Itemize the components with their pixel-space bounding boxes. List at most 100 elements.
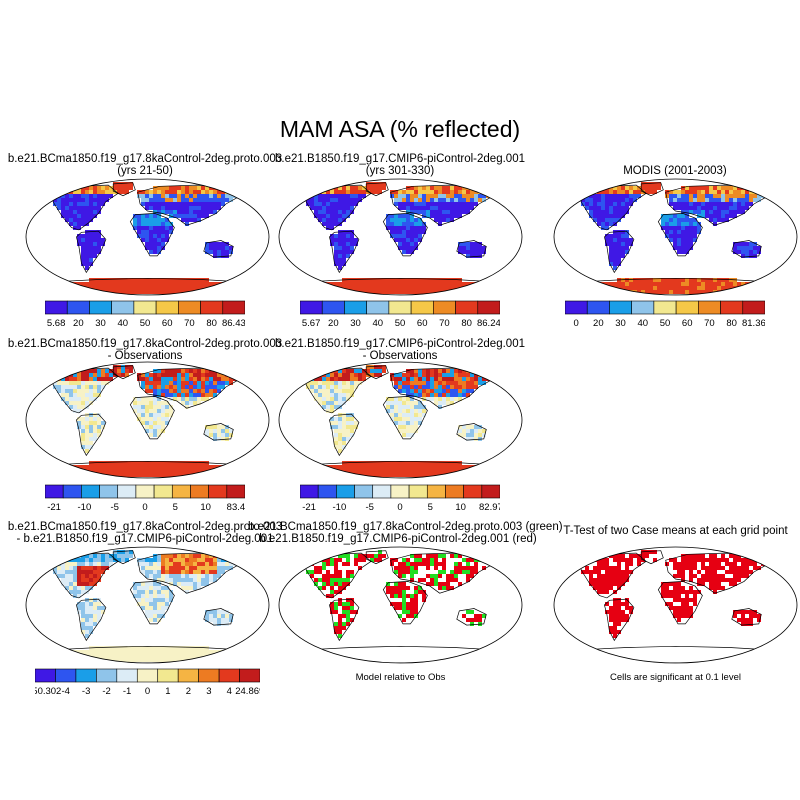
colorbar-swatch: [177, 668, 199, 683]
colorbar-tick-label: 60: [417, 318, 428, 329]
colorbar-tick-label: -10: [333, 502, 347, 513]
colorbar-tick-label: -21: [302, 502, 316, 513]
colorbar-swatch: [675, 300, 699, 315]
colorbar-swatch: [239, 668, 260, 683]
colorbar-swatch: [81, 484, 100, 499]
colorbar-tick-label: 2: [186, 686, 191, 697]
map-panel-r1c2: [278, 178, 523, 296]
colorbar-tick-label: 70: [704, 318, 715, 329]
colorbar-swatch: [372, 484, 392, 499]
colorbar-swatch: [133, 300, 157, 315]
colorbar-tick-label: 30: [615, 318, 626, 329]
map-panel-r3c1: [25, 546, 270, 664]
colorbar-swatch: [698, 300, 721, 315]
panel-title-line1: b.e21.B1850.f19_g17.CMIP6-piControl-2deg…: [275, 153, 525, 165]
colorbar-swatch: [153, 484, 173, 499]
colorbar-tick-label: -5: [110, 502, 118, 513]
panel-title-line2: b.e21.B1850.f19_g17.CMIP6-piControl-2deg…: [259, 533, 537, 545]
colorbar-swatch: [55, 668, 77, 683]
colorbar-swatch: [481, 484, 500, 499]
panel-title-line2: (yrs 21-50): [117, 165, 173, 177]
panel-title-line1: T-Test of two Case means at each grid po…: [563, 525, 788, 537]
colorbar-swatch: [300, 300, 323, 315]
colorbar-swatch: [89, 300, 112, 315]
colorbar-swatch: [609, 300, 632, 315]
colorbar-swatch: [218, 668, 240, 683]
colorbar-tick-label: 0: [397, 502, 402, 513]
panel-title-line1: b.e21.BCma1850.f19_g17.8kaControl-2deg.p…: [7, 521, 283, 533]
colorbar-tick-label: 20: [73, 318, 84, 329]
colorbar-tick-label: 24.869: [235, 686, 260, 697]
colorbar-tick-label: 0: [573, 318, 578, 329]
colorbar-tick-label: 5.68: [47, 318, 66, 329]
colorbar-tick-label: -21: [47, 502, 61, 513]
panel-title-r3c3: T-Test of two Case means at each grid po…: [553, 525, 798, 537]
colorbar-tick-label: -3: [82, 686, 90, 697]
colorbar-swatch: [35, 668, 56, 683]
colorbar-tick-label: 5: [173, 502, 178, 513]
map-panel-r3c2: [278, 546, 523, 664]
colorbar-tick-label: 81.36: [742, 318, 765, 329]
colorbar-swatch: [445, 484, 464, 499]
colorbar-tick-label: 86.43: [222, 318, 245, 329]
colorbar-swatch: [45, 484, 64, 499]
panel-title-r3c2: b.e21.BCma1850.f19_g17.8kaControl-2deg.p…: [248, 521, 563, 545]
panel-title-line2: - Observations: [362, 350, 438, 362]
colorbar-tick-label: 40: [117, 318, 128, 329]
colorbar-swatch: [155, 300, 179, 315]
colorbar-tick-label: 40: [372, 318, 383, 329]
colorbar-swatch: [410, 300, 434, 315]
colorbar-swatch: [565, 300, 588, 315]
colorbar-r1c3: 0 20 30 40 50 60 70 80 81.36: [565, 300, 765, 329]
colorbar-tick-label: 82.97: [479, 502, 500, 513]
map-panel-r3c3: [553, 546, 798, 664]
colorbar-tick-label: 50: [140, 318, 151, 329]
colorbar-swatch: [222, 300, 245, 315]
panel-caption-r3c3: Cells are significant at 0.1 level: [610, 672, 741, 683]
colorbar-swatch: [433, 300, 456, 315]
colorbar-tick-label: -50.302: [35, 686, 61, 697]
colorbar-swatch: [135, 484, 155, 499]
colorbar-swatch: [455, 300, 479, 315]
colorbar-swatch: [62, 484, 82, 499]
panel-title-r1c2: b.e21.B1850.f19_g17.CMIP6-piControl-2deg…: [265, 153, 535, 177]
colorbar-swatch: [742, 300, 765, 315]
colorbar-swatch: [136, 668, 159, 683]
colorbar-swatch: [366, 300, 390, 315]
colorbar-tick-label: -2: [102, 686, 110, 697]
colorbar-tick-label: 86.24: [477, 318, 500, 329]
panel-caption-r3c2: Model relative to Obs: [355, 672, 446, 683]
colorbar-swatch: [317, 484, 337, 499]
colorbar-tick-label: 20: [328, 318, 339, 329]
colorbar-swatch: [45, 300, 68, 315]
panel-title-r3c1: b.e21.BCma1850.f19_g17.8kaControl-2deg.p…: [0, 521, 290, 545]
colorbar-tick-label: 50: [660, 318, 671, 329]
colorbar-tick-label: -10: [78, 502, 92, 513]
colorbar-tick-label: 83.4: [227, 502, 245, 513]
colorbar-swatch: [408, 484, 428, 499]
colorbar-swatch: [190, 484, 209, 499]
colorbar-tick-label: 70: [439, 318, 450, 329]
colorbar-swatch: [388, 300, 412, 315]
colorbar-tick-label: 30: [95, 318, 106, 329]
colorbar-tick-label: -1: [123, 686, 131, 697]
colorbar-swatch: [653, 300, 677, 315]
colorbar-swatch: [157, 668, 179, 683]
colorbar-swatch: [390, 484, 410, 499]
map-panel-r1c3: [553, 178, 798, 296]
colorbar-tick-label: -4: [61, 686, 69, 697]
colorbar-r1c2: 5.67 20 30 40 50 60 70 80 86.24: [300, 300, 500, 329]
colorbar-tick-label: 30: [350, 318, 361, 329]
colorbar-tick-label: 3: [206, 686, 211, 697]
panel-title-r1c1: b.e21.BCma1850.f19_g17.8kaControl-2deg.p…: [0, 153, 290, 177]
colorbar-tick-label: 80: [206, 318, 217, 329]
colorbar-tick-label: 60: [682, 318, 693, 329]
panel-title-line1: b.e21.BCma1850.f19_g17.8kaControl-2deg.p…: [7, 338, 283, 350]
colorbar-swatch: [111, 300, 135, 315]
panel-title-line2: - b.e21.B1850.f19_g17.CMIP6-piControl-2d…: [16, 533, 274, 545]
colorbar-swatch: [344, 300, 367, 315]
colorbar-swatch: [463, 484, 483, 499]
colorbar-swatch: [631, 300, 655, 315]
panel-title-line2: (yrs 301-330): [365, 165, 435, 177]
colorbar-swatch: [354, 484, 374, 499]
